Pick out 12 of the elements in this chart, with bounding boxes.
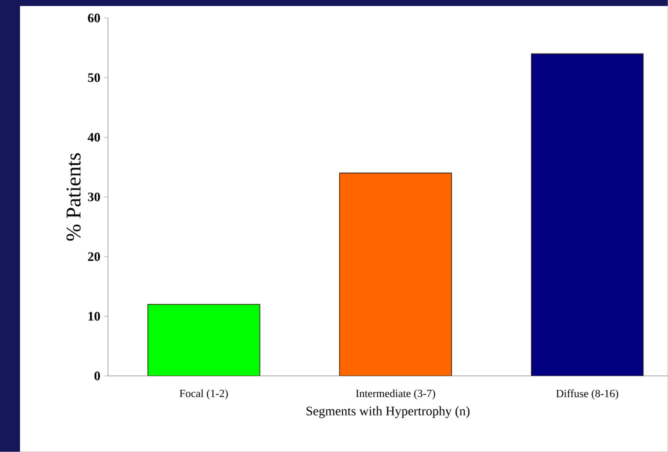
y-tick-label: 50 — [88, 73, 100, 82]
y-tick-label: 0 — [94, 372, 100, 380]
x-tick-label: Diffuse (8-16) — [556, 389, 618, 400]
y-tick-label: 30 — [88, 192, 100, 202]
y-tick-label: 20 — [88, 252, 100, 262]
y-axis-title: % Patients — [66, 153, 81, 241]
y-tick-label: 60 — [88, 14, 100, 22]
x-tick-label: Focal (1-2) — [180, 389, 228, 400]
y-tick-label: 10 — [88, 312, 100, 321]
x-axis-title: Segments with Hypertrophy (n) — [306, 406, 470, 418]
x-tick-label: Intermediate (3-7) — [356, 389, 436, 400]
y-tick-label: 40 — [88, 132, 100, 142]
